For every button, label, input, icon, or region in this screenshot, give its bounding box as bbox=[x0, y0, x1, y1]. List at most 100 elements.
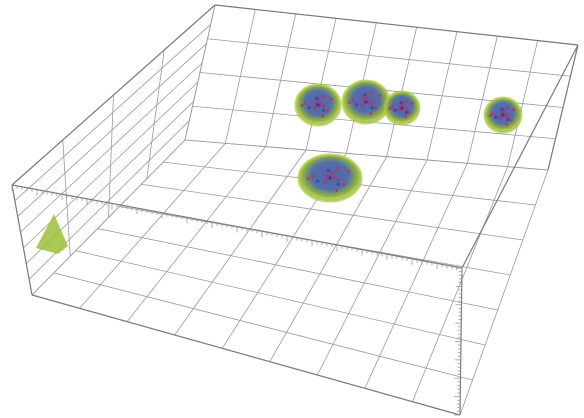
speckle bbox=[505, 106, 509, 110]
grid-line bbox=[53, 272, 473, 381]
speckle bbox=[364, 100, 368, 104]
speckle bbox=[332, 175, 336, 180]
speckle bbox=[307, 106, 311, 110]
speckle bbox=[506, 118, 510, 122]
speckle bbox=[312, 107, 316, 111]
speckle bbox=[322, 104, 326, 109]
speckle bbox=[351, 98, 355, 102]
speckle bbox=[501, 113, 505, 117]
speckle bbox=[316, 179, 320, 183]
box-edge bbox=[31, 294, 461, 416]
box-edge bbox=[547, 44, 579, 171]
cells bbox=[36, 79, 523, 254]
speckle bbox=[404, 107, 409, 111]
speckle bbox=[367, 99, 371, 104]
speckle bbox=[326, 174, 330, 178]
grid-line bbox=[146, 49, 165, 179]
speckle bbox=[370, 102, 374, 106]
speckle bbox=[336, 182, 340, 186]
speckle bbox=[369, 111, 373, 116]
speckle bbox=[321, 95, 325, 99]
speckle bbox=[310, 174, 315, 178]
speckle bbox=[300, 103, 304, 108]
speckle bbox=[361, 102, 366, 106]
cell-rim bbox=[297, 153, 363, 203]
speckle bbox=[378, 93, 382, 98]
speckle bbox=[326, 168, 330, 172]
grid-line bbox=[316, 159, 428, 376]
grid-line bbox=[174, 149, 307, 336]
speckle bbox=[360, 104, 364, 108]
speckle bbox=[363, 93, 367, 97]
speckle bbox=[315, 96, 319, 100]
speckle bbox=[407, 111, 412, 115]
speckle bbox=[329, 171, 333, 175]
speckle bbox=[323, 180, 327, 184]
grid-line bbox=[108, 94, 114, 218]
speckle bbox=[404, 99, 408, 103]
speckle bbox=[404, 110, 409, 114]
speckle bbox=[503, 112, 508, 117]
speckle bbox=[506, 114, 510, 118]
grid-line bbox=[184, 4, 216, 141]
speckle bbox=[388, 106, 392, 110]
speckle bbox=[335, 188, 339, 193]
cell-rim bbox=[383, 90, 421, 126]
speckle bbox=[328, 176, 332, 180]
speckle bbox=[304, 101, 308, 106]
speckle bbox=[399, 100, 403, 105]
speckle bbox=[512, 108, 516, 112]
speckle bbox=[347, 100, 352, 105]
speckle bbox=[321, 114, 325, 118]
grid-line bbox=[75, 250, 486, 346]
speckle bbox=[364, 95, 369, 99]
cell-rim bbox=[483, 96, 523, 134]
grid-line bbox=[364, 163, 468, 389]
grid bbox=[11, 4, 579, 416]
speckle bbox=[400, 106, 404, 110]
box-edge bbox=[214, 4, 579, 46]
grid-line bbox=[126, 146, 266, 322]
grid-line bbox=[412, 166, 509, 402]
speckle bbox=[336, 178, 340, 182]
speckle bbox=[306, 176, 310, 181]
speckle bbox=[316, 103, 320, 107]
speckle bbox=[410, 101, 414, 105]
speckle bbox=[325, 178, 329, 182]
grid-line bbox=[79, 143, 226, 309]
speckle bbox=[500, 107, 504, 111]
speckle bbox=[488, 113, 492, 117]
speckle bbox=[374, 106, 378, 110]
speckle bbox=[494, 115, 498, 119]
grid-line bbox=[269, 156, 388, 362]
speckle bbox=[335, 166, 340, 171]
speckle bbox=[509, 118, 513, 122]
speckle bbox=[393, 108, 397, 112]
speckle bbox=[390, 105, 395, 109]
grid-line bbox=[141, 183, 523, 241]
grid-line bbox=[62, 139, 71, 257]
speckle bbox=[498, 116, 502, 120]
box-edge bbox=[11, 184, 33, 296]
speckle bbox=[347, 169, 351, 173]
speckle bbox=[329, 97, 333, 101]
grid-line bbox=[207, 38, 571, 77]
speckle bbox=[370, 106, 374, 110]
speckle bbox=[355, 103, 359, 107]
speckle bbox=[404, 115, 408, 119]
speckle bbox=[319, 102, 323, 107]
speckle bbox=[491, 112, 495, 116]
speckle bbox=[316, 98, 321, 103]
speckle bbox=[397, 109, 401, 113]
speckle bbox=[369, 91, 374, 95]
speckle bbox=[505, 122, 509, 126]
grid-line bbox=[459, 169, 549, 416]
speckle bbox=[322, 108, 326, 113]
grid-line bbox=[97, 228, 498, 311]
grid-line bbox=[184, 139, 549, 171]
box-edge bbox=[11, 4, 216, 186]
speckle bbox=[326, 109, 330, 113]
speckle bbox=[341, 183, 346, 187]
